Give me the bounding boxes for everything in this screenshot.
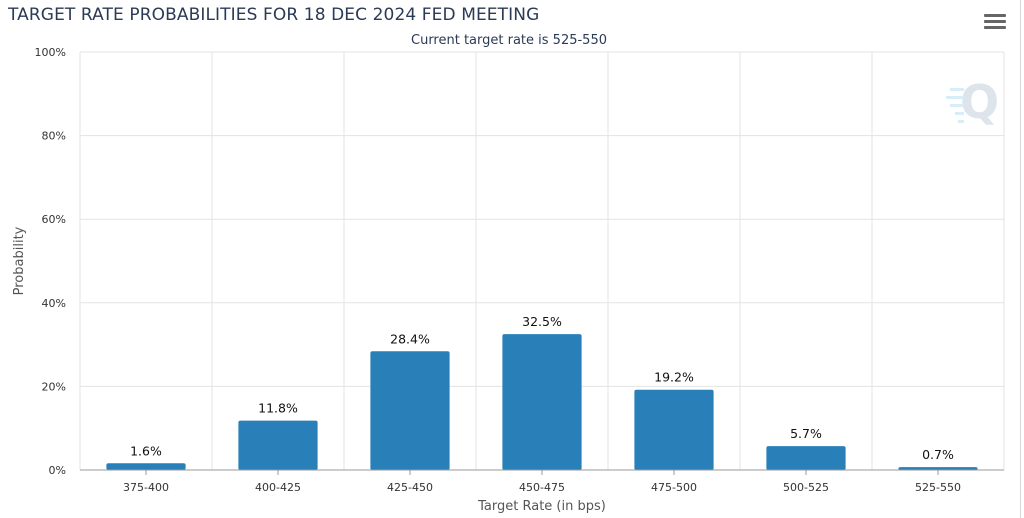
y-tick-label: 100% — [35, 46, 66, 59]
bar-400-425[interactable] — [238, 420, 318, 470]
panel-border — [1020, 0, 1021, 518]
data-label: 11.8% — [258, 401, 298, 416]
x-axis-title: Target Rate (in bps) — [477, 499, 606, 514]
x-tick-label: 450-475 — [519, 481, 565, 494]
chart-subtitle: Current target rate is 525-550 — [411, 33, 607, 48]
bar-500-525[interactable] — [766, 446, 846, 470]
data-label: 0.7% — [922, 447, 954, 462]
x-tick-label: 400-425 — [255, 481, 301, 494]
x-tick-label: 500-525 — [783, 481, 829, 494]
y-tick-label: 40% — [42, 297, 66, 310]
y-axis-title: Probability — [12, 226, 27, 295]
y-tick-label: 80% — [42, 130, 66, 143]
bar-425-450[interactable] — [370, 351, 450, 470]
x-tick-label: 425-450 — [387, 481, 433, 494]
y-tick-label: 60% — [42, 213, 66, 226]
data-label: 28.4% — [390, 331, 430, 346]
svg-text:Q: Q — [960, 75, 999, 129]
x-tick-label: 475-500 — [651, 481, 697, 494]
bar-375-400[interactable] — [106, 463, 186, 470]
x-tick-label: 525-550 — [915, 481, 961, 494]
bar-525-550[interactable] — [898, 467, 978, 470]
data-label: 1.6% — [130, 443, 162, 458]
hamburger-menu-icon[interactable] — [984, 14, 1006, 34]
data-label: 19.2% — [654, 370, 694, 385]
y-tick-label: 0% — [49, 464, 66, 477]
data-label: 32.5% — [522, 314, 562, 329]
q-logo-watermark: Q — [946, 75, 999, 129]
chart-title: TARGET RATE PROBABILITIES FOR 18 DEC 202… — [8, 5, 540, 25]
data-label: 5.7% — [790, 426, 822, 441]
bar-450-475[interactable] — [502, 334, 582, 470]
bar-475-500[interactable] — [634, 389, 714, 470]
y-tick-label: 20% — [42, 380, 66, 393]
x-tick-label: 375-400 — [123, 481, 169, 494]
